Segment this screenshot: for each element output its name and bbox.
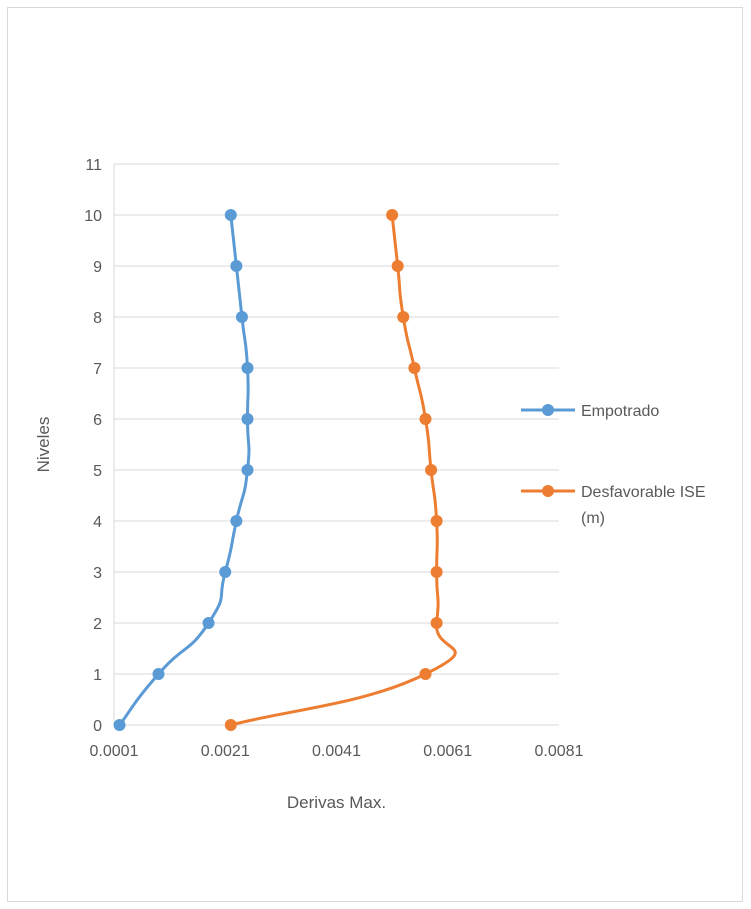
x-axis-title: Derivas Max. bbox=[287, 793, 386, 812]
series-1-point-5 bbox=[241, 464, 254, 476]
y-tick-label: 8 bbox=[93, 310, 102, 327]
series-1-point-0 bbox=[113, 719, 126, 731]
series-1-point-2 bbox=[202, 617, 215, 629]
series-2-point-10 bbox=[386, 209, 399, 221]
y-tick-label: 9 bbox=[93, 259, 102, 276]
y-tick-label: 2 bbox=[93, 616, 102, 633]
legend-label-2: Desfavorable ISE bbox=[581, 484, 706, 501]
legend-label-2: (m) bbox=[581, 510, 605, 527]
x-tick-label: 0.0001 bbox=[90, 743, 139, 760]
legend-marker-2 bbox=[542, 485, 554, 497]
series-2-point-4 bbox=[430, 515, 443, 527]
series-2-point-3 bbox=[430, 566, 443, 578]
series-2-point-5 bbox=[425, 464, 438, 476]
y-tick-label: 5 bbox=[93, 463, 102, 480]
series-1-point-8 bbox=[235, 311, 248, 323]
chart-area: 0 1 2 3 4 5 6 7 8 9 10 11 0.0001 0.0021 0.0041 0.0061 0.… bbox=[7, 7, 743, 902]
x-tick-label: 0.0081 bbox=[535, 743, 584, 760]
x-tick-label: 0.0021 bbox=[201, 743, 250, 760]
x-tick-label: 0.0041 bbox=[312, 743, 361, 760]
legend-label-1: Empotrado bbox=[581, 403, 659, 420]
series-2-point-0 bbox=[224, 719, 237, 731]
series-2-point-7 bbox=[408, 362, 421, 374]
legend-marker-1 bbox=[542, 404, 554, 416]
y-tick-label: 11 bbox=[85, 157, 102, 174]
series-2-point-2 bbox=[430, 617, 443, 629]
series-1-point-10 bbox=[224, 209, 237, 221]
y-tick-label: 10 bbox=[84, 208, 102, 225]
series-2-point-9 bbox=[391, 260, 404, 272]
y-tick-label: 3 bbox=[93, 565, 102, 582]
series-1-point-4 bbox=[230, 515, 243, 527]
series-1-point-6 bbox=[241, 413, 254, 425]
series-1-point-3 bbox=[219, 566, 232, 578]
y-tick-label: 7 bbox=[93, 361, 102, 378]
y-axis-title: Niveles bbox=[34, 417, 53, 473]
y-tick-label: 6 bbox=[93, 412, 102, 429]
series-1-point-7 bbox=[241, 362, 254, 374]
y-tick-label: 1 bbox=[93, 667, 102, 684]
y-tick-label: 4 bbox=[93, 514, 102, 531]
series-1-point-1 bbox=[152, 668, 165, 680]
series-2-point-6 bbox=[419, 413, 432, 425]
series-1-point-9 bbox=[230, 260, 243, 272]
series-2-point-1 bbox=[419, 668, 432, 680]
y-tick-label: 0 bbox=[93, 718, 102, 735]
chart-svg: 0 1 2 3 4 5 6 7 8 9 10 11 0.0001 0.0021 0.0041 0.0061 0.… bbox=[34, 157, 706, 812]
x-tick-label: 0.0061 bbox=[423, 743, 472, 760]
series-2-point-8 bbox=[397, 311, 410, 323]
